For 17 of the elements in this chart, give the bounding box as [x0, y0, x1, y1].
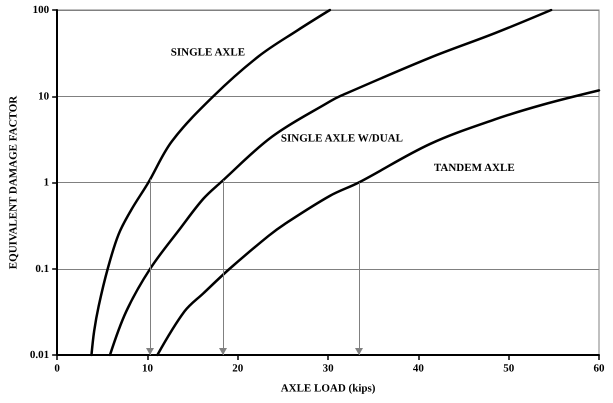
x-tick-label: 50	[503, 362, 515, 374]
x-tick-label: 60	[594, 362, 605, 374]
y-axis-title: EQUIVALENT DAMAGE FACTOR	[8, 94, 20, 270]
series-label: TANDEM AXLE	[434, 162, 515, 174]
series-label: SINGLE AXLE W/DUAL	[280, 132, 403, 144]
x-tick-label: 10	[142, 362, 154, 374]
x-tick-label: 30	[322, 362, 334, 374]
y-tick-label: 0.1	[35, 262, 50, 275]
x-axis-title: AXLE LOAD (kips)	[280, 382, 376, 394]
x-tick-label: 40	[412, 362, 424, 374]
y-tick-label: 1	[44, 176, 50, 188]
x-tick-label: 20	[232, 362, 244, 374]
y-tick-label: 0.01	[30, 349, 50, 361]
x-tick-label: 0	[54, 362, 60, 374]
y-tick-label: 100	[32, 4, 50, 16]
series-label: SINGLE AXLE	[170, 46, 246, 58]
y-tick-label: 10	[38, 90, 50, 102]
